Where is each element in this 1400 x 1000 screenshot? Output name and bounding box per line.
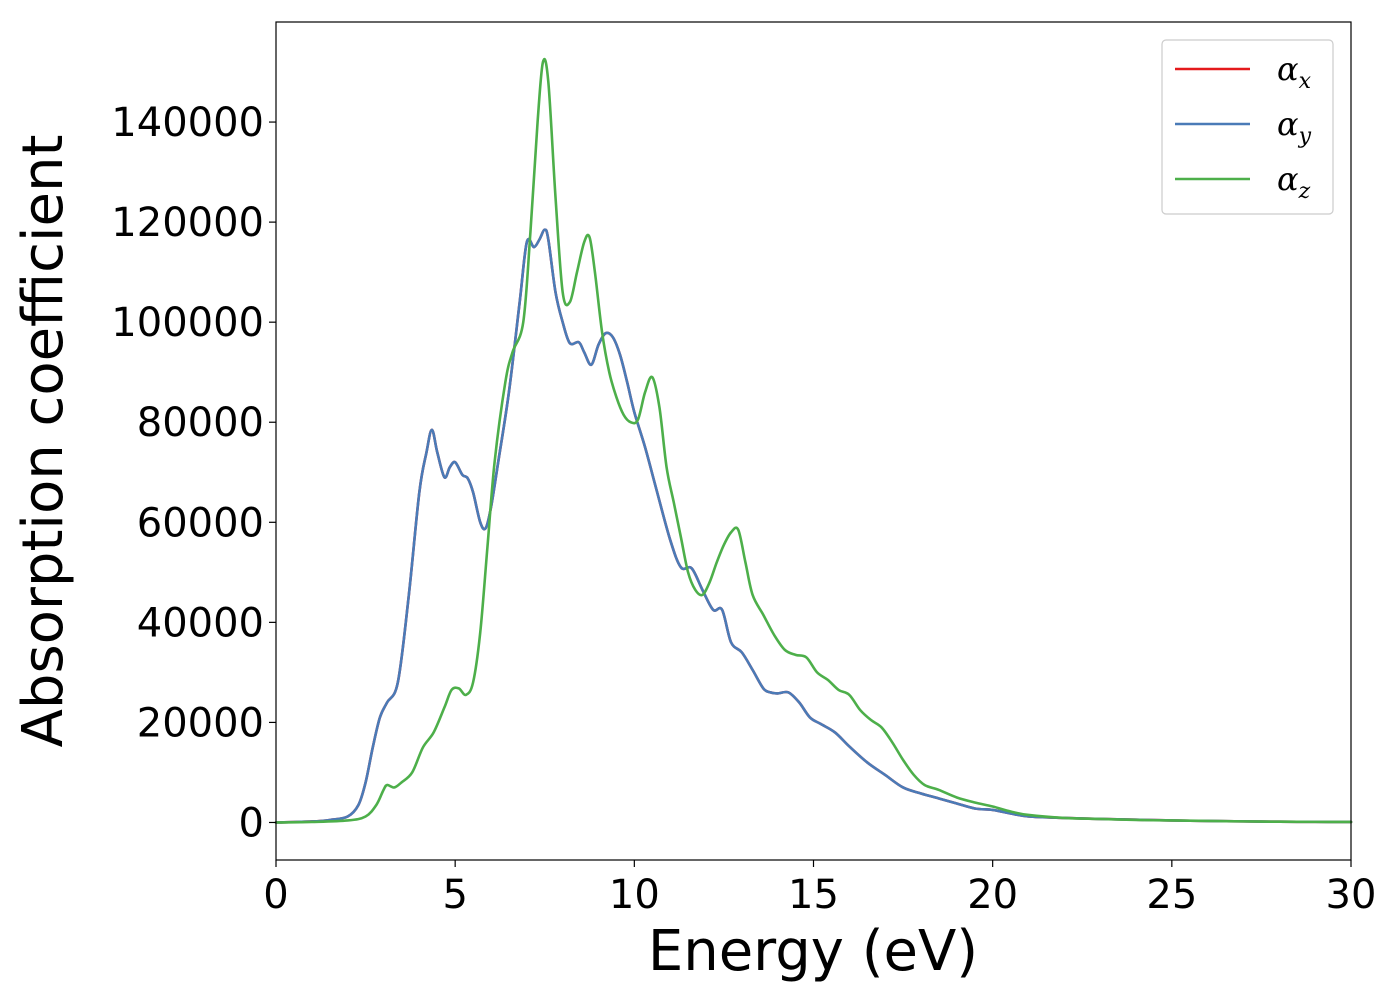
x-tick-label: 25 xyxy=(1146,872,1197,918)
x-tick-label: 30 xyxy=(1326,872,1377,918)
y-tick-label: 40000 xyxy=(137,600,264,646)
y-axis-title: Absorption coefficient xyxy=(11,135,76,748)
y-tick-label: 100000 xyxy=(111,300,264,346)
y-tick-label: 60000 xyxy=(137,500,264,546)
series-line-x xyxy=(274,228,1353,824)
x-axis-title: Energy (eV) xyxy=(648,919,978,984)
y-tick-label: 80000 xyxy=(137,400,264,446)
legend: αx αy αz xyxy=(1161,39,1334,215)
legend-label-z: αz xyxy=(1277,160,1311,204)
x-tick-label: 20 xyxy=(967,872,1018,918)
series-line-z xyxy=(274,57,1353,824)
series-layer xyxy=(274,57,1353,824)
legend-label-x: αx xyxy=(1277,50,1312,94)
y-tick-label: 120000 xyxy=(111,200,264,246)
legend-box xyxy=(1161,39,1334,215)
x-axis-ticks: 0 5 10 15 20 25 30 xyxy=(263,860,1376,918)
x-tick-label: 0 xyxy=(263,872,288,918)
x-tick-label: 5 xyxy=(442,872,467,918)
legend-label-y: αy xyxy=(1277,105,1312,149)
y-axis-ticks: 0 20000 40000 60000 80000 100000 120000 140000 xyxy=(111,100,276,846)
y-tick-label: 20000 xyxy=(137,700,264,746)
x-tick-label: 15 xyxy=(788,872,839,918)
y-tick-label: 140000 xyxy=(111,100,264,146)
y-tick-label: 0 xyxy=(239,800,264,846)
x-tick-label: 10 xyxy=(609,872,660,918)
series-line-y xyxy=(274,228,1353,824)
